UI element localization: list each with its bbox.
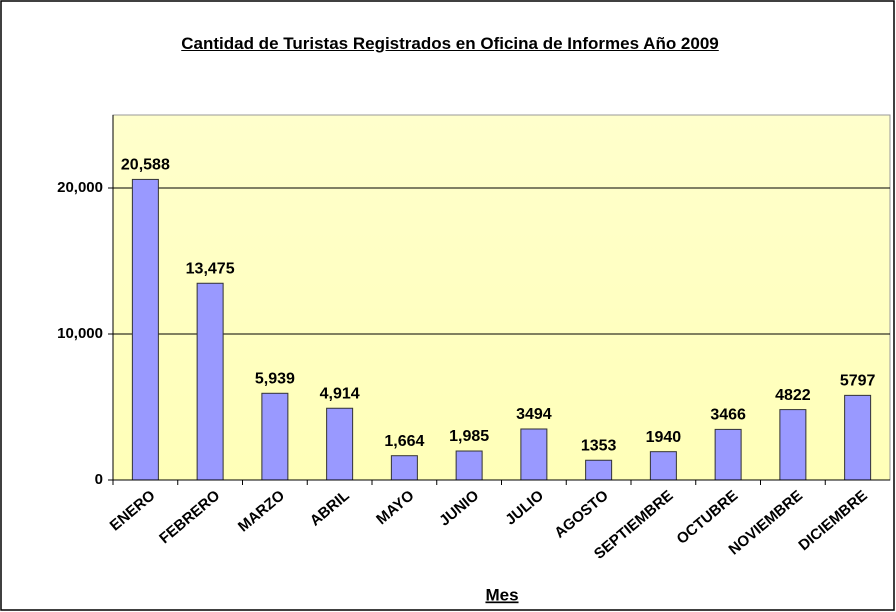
data-label: 5,939 (255, 371, 295, 388)
data-label: 20,588 (121, 157, 170, 174)
data-label: 4822 (775, 387, 811, 404)
data-label: 3466 (710, 407, 746, 424)
plot-area (112, 114, 891, 481)
bar (714, 428, 742, 481)
bar (261, 392, 289, 481)
data-label: 5797 (840, 373, 876, 390)
bar (131, 178, 159, 481)
data-label: 3494 (516, 406, 552, 423)
y-tick-label: 10,000 (57, 325, 103, 342)
bar (844, 394, 872, 481)
data-label: 1353 (581, 437, 617, 454)
bar (649, 451, 677, 481)
bar (585, 459, 613, 481)
chart-title: Cantidad de Turistas Registrados en Ofic… (181, 34, 719, 53)
bar (455, 450, 483, 481)
bar (196, 282, 224, 481)
y-tick-label: 20,000 (57, 179, 103, 196)
y-tick-label: 0 (95, 471, 103, 488)
data-label: 1,664 (384, 433, 424, 450)
data-label: 13,475 (186, 260, 235, 277)
x-axis-label: Mes (485, 585, 518, 604)
data-label: 1,985 (449, 428, 489, 445)
bar (390, 455, 418, 481)
data-label: 1940 (646, 429, 682, 446)
bar (779, 409, 807, 481)
data-label: 4,914 (320, 385, 360, 402)
bar (520, 428, 548, 481)
bar (326, 407, 354, 481)
